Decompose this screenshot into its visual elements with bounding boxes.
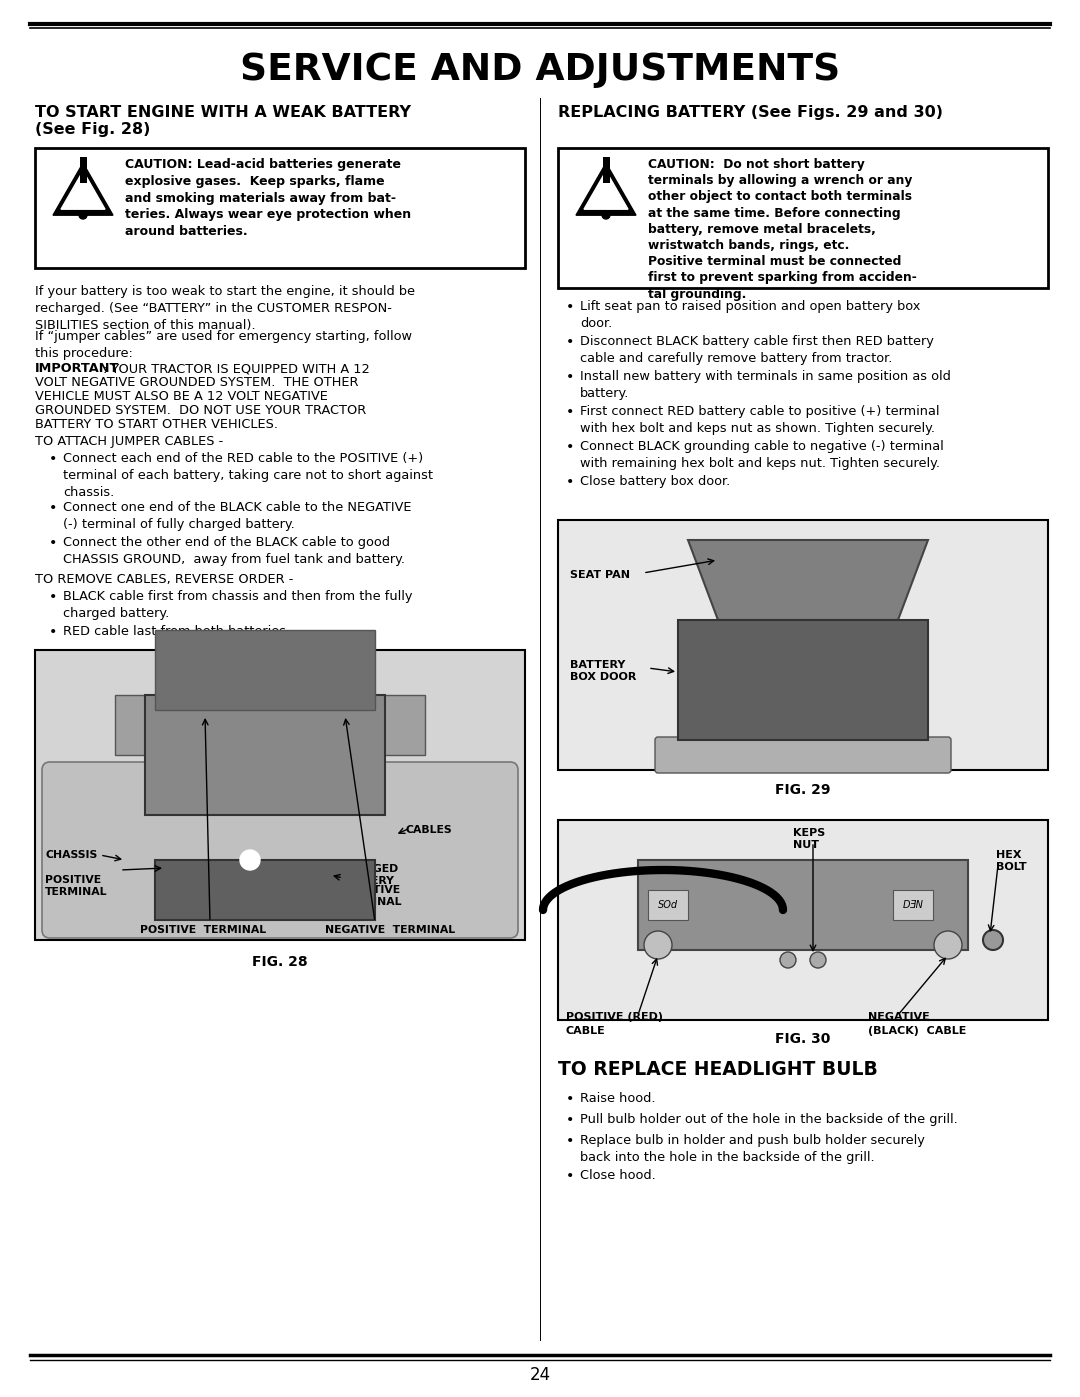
Text: •: •	[566, 1169, 575, 1183]
Text: NEGATIVE: NEGATIVE	[868, 1011, 930, 1023]
Text: •: •	[49, 536, 57, 550]
Text: TO REMOVE CABLES, REVERSE ORDER -: TO REMOVE CABLES, REVERSE ORDER -	[35, 573, 294, 585]
Text: CHARGED
BATTERY: CHARGED BATTERY	[340, 863, 400, 886]
Bar	[558, 520, 1048, 770]
Bar	[638, 861, 968, 950]
Text: If your battery is too weak to start the engine, it should be
recharged. (See “B: If your battery is too weak to start the…	[35, 285, 415, 331]
Text: Raise hood.: Raise hood.	[580, 1092, 656, 1105]
Text: FIG. 30: FIG. 30	[775, 1032, 831, 1046]
Circle shape	[602, 211, 610, 219]
Text: •: •	[566, 440, 575, 454]
Text: Close hood.: Close hood.	[580, 1169, 656, 1182]
Text: SOd: SOd	[658, 900, 678, 909]
FancyBboxPatch shape	[42, 761, 518, 937]
Text: •: •	[566, 1113, 575, 1127]
Text: REPLACING BATTERY (See Figs. 29 and 30): REPLACING BATTERY (See Figs. 29 and 30)	[558, 105, 943, 120]
Circle shape	[79, 211, 87, 219]
Text: (BLACK)  CABLE: (BLACK) CABLE	[868, 1025, 967, 1037]
Text: Disconnect BLACK battery cable first then RED battery
cable and carefully remove: Disconnect BLACK battery cable first the…	[580, 335, 934, 365]
Text: KEPS: KEPS	[793, 828, 825, 838]
Text: TO REPLACE HEADLIGHT BULB: TO REPLACE HEADLIGHT BULB	[558, 1060, 878, 1078]
Text: IMPORTANT: IMPORTANT	[35, 362, 120, 374]
Text: •: •	[49, 590, 57, 604]
Text: BLACK cable first from chassis and then from the fully
charged battery.: BLACK cable first from chassis and then …	[63, 590, 413, 620]
Text: POSITIVE  TERMINAL: POSITIVE TERMINAL	[140, 925, 266, 935]
Text: BATTERY TO START OTHER VEHICLES.: BATTERY TO START OTHER VEHICLES.	[35, 418, 278, 432]
Text: First connect RED battery cable to positive (+) terminal
with hex bolt and keps : First connect RED battery cable to posit…	[580, 405, 940, 434]
Text: •: •	[49, 453, 57, 467]
Text: •: •	[566, 335, 575, 349]
Text: Install new battery with terminals in same position as old
battery.: Install new battery with terminals in sa…	[580, 370, 950, 400]
Text: •: •	[566, 405, 575, 419]
Circle shape	[983, 930, 1003, 950]
Polygon shape	[53, 163, 113, 215]
Circle shape	[934, 930, 962, 958]
Text: GROUNDED SYSTEM.  DO NOT USE YOUR TRACTOR: GROUNDED SYSTEM. DO NOT USE YOUR TRACTOR	[35, 404, 366, 416]
Bar	[558, 148, 1048, 288]
Text: HEX: HEX	[996, 849, 1022, 861]
Text: •: •	[566, 1134, 575, 1148]
Bar	[678, 620, 928, 740]
Circle shape	[644, 930, 672, 958]
Text: SEAT PAN: SEAT PAN	[570, 570, 630, 580]
FancyBboxPatch shape	[654, 738, 951, 773]
Text: •: •	[49, 502, 57, 515]
Polygon shape	[576, 163, 636, 215]
Text: TO START ENGINE WITH A WEAK BATTERY: TO START ENGINE WITH A WEAK BATTERY	[35, 105, 411, 120]
Text: POSITIVE
TERMINAL: POSITIVE TERMINAL	[45, 875, 108, 897]
Bar	[145, 694, 384, 814]
Text: Connect each end of the RED cable to the POSITIVE (+)
terminal of each battery, : Connect each end of the RED cable to the…	[63, 453, 433, 499]
Bar	[35, 148, 525, 268]
Circle shape	[780, 951, 796, 968]
Text: : YOUR TRACTOR IS EQUIPPED WITH A 12: : YOUR TRACTOR IS EQUIPPED WITH A 12	[103, 362, 369, 374]
Bar	[558, 820, 1048, 1020]
Text: CABLE: CABLE	[566, 1025, 606, 1037]
Text: •: •	[566, 1092, 575, 1106]
Text: •: •	[566, 370, 575, 384]
Polygon shape	[60, 170, 105, 210]
Text: SERVICE AND ADJUSTMENTS: SERVICE AND ADJUSTMENTS	[240, 52, 840, 88]
Bar	[114, 694, 426, 754]
Bar	[156, 630, 375, 710]
Text: Pull bulb holder out of the hole in the backside of the grill.: Pull bulb holder out of the hole in the …	[580, 1113, 958, 1126]
Text: Connect one end of the BLACK cable to the NEGATIVE
(-) terminal of fully charged: Connect one end of the BLACK cable to th…	[63, 502, 411, 531]
Text: TO ATTACH JUMPER CABLES -: TO ATTACH JUMPER CABLES -	[35, 434, 224, 448]
Text: •: •	[49, 624, 57, 638]
Text: NUT: NUT	[793, 840, 819, 849]
Text: NEGATIVE
TERMINAL: NEGATIVE TERMINAL	[340, 886, 403, 907]
Text: 24: 24	[529, 1366, 551, 1384]
Text: FIG. 29: FIG. 29	[775, 782, 831, 798]
Text: FIG. 28: FIG. 28	[253, 956, 308, 970]
Bar	[35, 650, 525, 940]
Circle shape	[240, 849, 260, 870]
Bar	[603, 156, 609, 183]
Text: If “jumper cables” are used for emergency starting, follow
this procedure:: If “jumper cables” are used for emergenc…	[35, 330, 411, 360]
Text: Close battery box door.: Close battery box door.	[580, 475, 730, 488]
Text: CABLES: CABLES	[405, 826, 451, 835]
Text: DƎN: DƎN	[903, 900, 923, 909]
Text: NEGATIVE  TERMINAL: NEGATIVE TERMINAL	[325, 925, 455, 935]
Text: VOLT NEGATIVE GROUNDED SYSTEM.  THE OTHER: VOLT NEGATIVE GROUNDED SYSTEM. THE OTHER	[35, 376, 359, 388]
Text: POSITIVE (RED): POSITIVE (RED)	[566, 1011, 663, 1023]
Text: CHASSIS: CHASSIS	[45, 849, 97, 861]
Polygon shape	[688, 541, 928, 620]
Bar	[156, 861, 375, 921]
Text: VEHICLE MUST ALSO BE A 12 VOLT NEGATIVE: VEHICLE MUST ALSO BE A 12 VOLT NEGATIVE	[35, 390, 328, 402]
Text: •: •	[566, 475, 575, 489]
Text: (See Fig. 28): (See Fig. 28)	[35, 122, 150, 137]
Polygon shape	[584, 170, 627, 210]
Text: BATTERY
BOX DOOR: BATTERY BOX DOOR	[570, 659, 636, 682]
Text: CAUTION:  Do not short battery
terminals by allowing a wrench or any
other objec: CAUTION: Do not short battery terminals …	[648, 158, 917, 300]
Text: Lift seat pan to raised position and open battery box
door.: Lift seat pan to raised position and ope…	[580, 300, 920, 330]
Circle shape	[810, 951, 826, 968]
Bar	[80, 156, 86, 183]
Text: Connect BLACK grounding cable to negative (-) terminal
with remaining hex bolt a: Connect BLACK grounding cable to negativ…	[580, 440, 944, 469]
Text: •: •	[566, 300, 575, 314]
Text: Replace bulb in holder and push bulb holder securely
back into the hole in the b: Replace bulb in holder and push bulb hol…	[580, 1134, 924, 1164]
Text: Connect the other end of the BLACK cable to good
CHASSIS GROUND,  away from fuel: Connect the other end of the BLACK cable…	[63, 536, 405, 566]
Text: BOLT: BOLT	[996, 862, 1027, 872]
Text: RED cable last from both batteries.: RED cable last from both batteries.	[63, 624, 291, 638]
Text: CAUTION: Lead-acid batteries generate
explosive gases.  Keep sparks, flame
and s: CAUTION: Lead-acid batteries generate ex…	[125, 158, 411, 239]
